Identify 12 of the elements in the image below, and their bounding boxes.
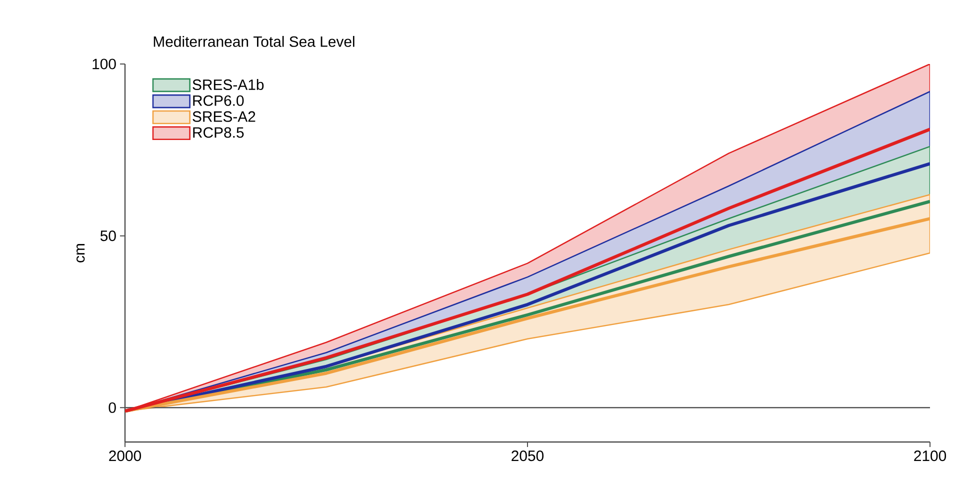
legend-label: RCP8.5 — [193, 127, 244, 138]
legend-label: RCP6.0 — [193, 95, 244, 106]
legend-label: SRES-A2 — [192, 111, 256, 122]
chart-title: Mediterranean Total Sea Level — [154, 36, 354, 47]
y-tick-label: 100 — [92, 58, 116, 70]
legend-label: SRES-A1b — [192, 79, 264, 90]
x-tick-label: 2000 — [109, 450, 142, 462]
x-tick-label: 2050 — [512, 450, 544, 462]
y-axis-title: cm — [76, 244, 85, 262]
y-tick-label: 0 — [108, 402, 116, 413]
x-tick-label: 2100 — [914, 450, 946, 462]
y-tick-label: 50 — [100, 230, 116, 242]
